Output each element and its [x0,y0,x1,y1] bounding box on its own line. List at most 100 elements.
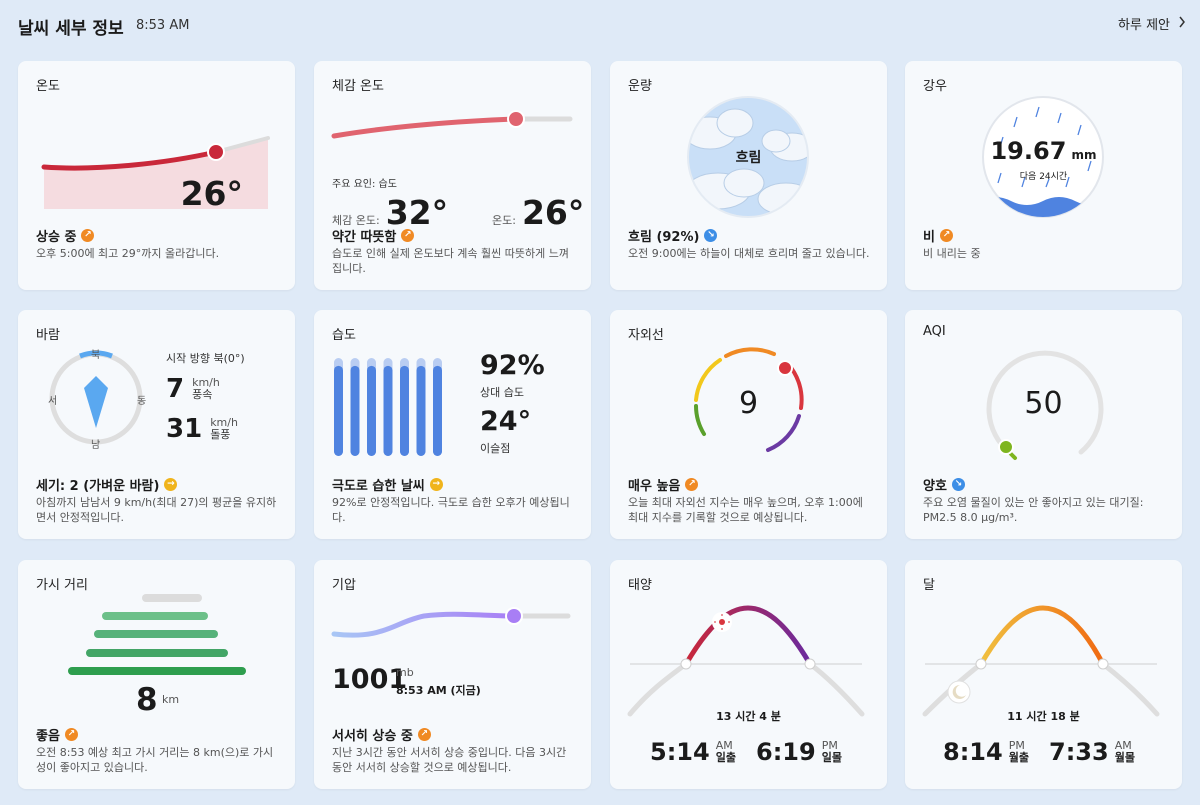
humidity-bar-fill [416,365,426,456]
humidity-bar-fill [367,365,376,456]
visibility-status: 좋음 ↗ [36,725,78,744]
daily-suggestion-label: 하루 제안 [1118,18,1170,33]
visibility-value: 8 [136,682,158,718]
wind-gust: 31 [166,414,203,444]
card-title: 온도 [36,79,60,94]
moonrise-ampm: PM [1008,739,1025,752]
card-title: 바람 [36,328,60,343]
visibility-card[interactable]: 가시 거리 8 km 좋음 ↗ 오전 8:53 예상 최고 가시 거리는 8 k… [18,560,295,789]
rain-sub: 다음 24시간 [1019,172,1068,182]
humidity-bar-fill [383,365,393,456]
uv-status: 매우 높음 ↗ [628,475,699,494]
trend-flat-icon: → [164,478,178,491]
card-title: AQI [923,324,946,339]
rain-value: 19.67 [990,137,1067,165]
feels-like-status-text: 약간 따뜻함 [332,230,397,245]
feels-like-factor: 주요 요인: 습도 [332,179,397,190]
visibility-bars [68,594,246,675]
card-title: 체감 온도 [332,79,384,94]
cloud-desc: 오전 9:00에는 하늘이 대체로 흐리며 줄고 있습니다. [628,247,870,260]
moon-card[interactable]: 달 11 시간 18 분 8:14 PM 월출 7:33 AM 월몰 [905,560,1182,789]
trend-down-icon: ↘ [704,229,718,242]
card-title: 가시 거리 [36,578,88,593]
visibility-desc: 오전 8:53 예상 최고 가시 거리는 8 km(으)로 가시성이 좋아지고 … [36,746,274,774]
header-time: 8:53 AM [136,18,190,33]
cloud-center-label: 흐림 [735,150,762,166]
pressure-time: 8:53 AM (지금) [396,684,481,697]
wind-status: 세기: 2 (가벼운 바람) → [36,475,178,494]
temperature-value: 26° [180,174,243,213]
visibility-status-text: 좋음 [36,729,60,744]
card-title: 습도 [332,328,356,343]
uv-card[interactable]: 자외선 9 매우 높음 ↗ 오늘 최대 자외선 지수는 매우 높으며, 오후 1… [610,310,887,539]
chevron-right-icon [1178,16,1186,32]
compass-south: 남 [91,440,101,451]
trend-up-icon: ↗ [64,728,78,741]
moonrise-label: 월출 [1008,751,1029,764]
wind-gust-unit: km/h [210,416,238,429]
temperature-card[interactable]: 온도 26° 상승 중 ↗ 오후 5:00에 최고 29°까지 올라갑니다. [18,61,295,290]
rain-graphic [982,96,1104,218]
rain-status: 비 ↗ [923,226,953,245]
pressure-graph [331,607,571,638]
uv-desc: 오늘 최대 자외선 지수는 매우 높으며, 오후 1:00에 최대 지수를 기록… [628,496,863,524]
rain-unit: mm [1071,148,1097,162]
humidity-value: 92% [480,350,545,381]
humidity-card[interactable]: 습도 92% 상대 습도 24° 이슬점 극도로 습한 날씨 → 92%로 안정… [314,310,591,539]
wind-compass [49,350,143,445]
feels-like-status: 약간 따뜻함 ↗ [332,226,415,245]
humidity-bar-fill [350,365,360,456]
temperature-status-text: 상승 중 [36,230,77,245]
daily-suggestion-link[interactable]: 하루 제안 [1118,14,1186,33]
card-title: 태양 [628,578,652,593]
trend-up-icon: ↗ [685,478,699,491]
aqi-card[interactable]: AQI 50 양호 ↘ 주요 오염 물질이 있는 안 좋아지고 있는 대기질: … [905,310,1182,539]
pressure-desc: 지난 3시간 동안 서서히 상승 중입니다. 다음 3시간 동안 서서히 상승할… [332,746,567,774]
sun-duration: 13 시간 4 분 [716,710,781,723]
wind-speed-label: 풍속 [192,388,213,401]
cloud-status-text: 흐림 (92%) [628,230,700,245]
sun-card[interactable]: 태양 13 시간 4 분 5:14 AM 일출 6:19 PM 일몰 [610,560,887,789]
visibility-unit: km [162,693,180,706]
sunset-label: 일몰 [821,751,842,764]
humidity-desc: 92%로 안정적입니다. 극도로 습한 오후가 예상됩니다. [332,496,570,524]
aqi-status: 양호 ↘ [923,475,965,494]
compass-east: 동 [137,396,147,407]
sunrise-ampm: AM [715,739,733,752]
trend-up-icon: ↗ [939,229,953,242]
moonset-ampm: AM [1114,739,1132,752]
cloud-cover-graphic [687,96,809,218]
wind-from: 시작 방향 북(0°) [166,352,245,365]
rain-card[interactable]: 강우 19.67 mm 다음 24시간 비 ↗ 비 내리는 중 [905,61,1182,290]
pressure-status: 서서히 상승 중 ↗ [332,725,431,744]
card-title: 운량 [628,79,652,94]
humidity-bars [334,358,442,456]
trend-flat-icon: → [429,478,443,491]
actual-temp-label: 온도: [492,214,516,227]
pressure-card[interactable]: 기압 1001 mb 8:53 AM (지금) 서서히 상승 중 ↗ 지난 3시… [314,560,591,789]
sunset-ampm: PM [821,739,838,752]
moon-duration: 11 시간 18 분 [1007,710,1080,723]
wind-card[interactable]: 바람 북 남 동 서 시작 방향 북(0°) 7 km/h 풍속 31 km/h 돌… [18,310,295,539]
feels-like-card[interactable]: 체감 온도 주요 요인: 습도 체감 온도: 32° 온도: 26° 약간 따뜻… [314,61,591,290]
uv-value: 9 [738,386,759,421]
pressure-value: 1001 [332,664,408,695]
trend-up-icon: ↗ [81,229,95,242]
sunrise-time: 5:14 [650,738,710,766]
humidity-bar-fill [334,365,343,456]
temperature-graph [41,136,270,209]
cloud-cover-card[interactable]: 운량 흐림 흐림 (92%) ↘ 오전 9:00에는 하늘이 대체로 흐리며 줄… [610,61,887,290]
humidity-bar-fill [433,365,442,456]
rain-status-text: 비 [923,230,935,245]
card-title: 강우 [923,79,947,94]
sun-arc [627,605,865,717]
rain-desc: 비 내리는 중 [923,247,981,260]
wind-speed-unit: km/h [192,376,220,389]
wind-gust-label: 돌풍 [210,428,231,441]
cloud-status: 흐림 (92%) ↘ [628,226,718,245]
compass-north: 북 [91,350,101,361]
actual-temp-value: 26° [521,193,585,232]
sunrise-label: 일출 [715,751,736,764]
sunset-time: 6:19 [756,738,816,766]
uv-status-text: 매우 높음 [628,479,681,494]
